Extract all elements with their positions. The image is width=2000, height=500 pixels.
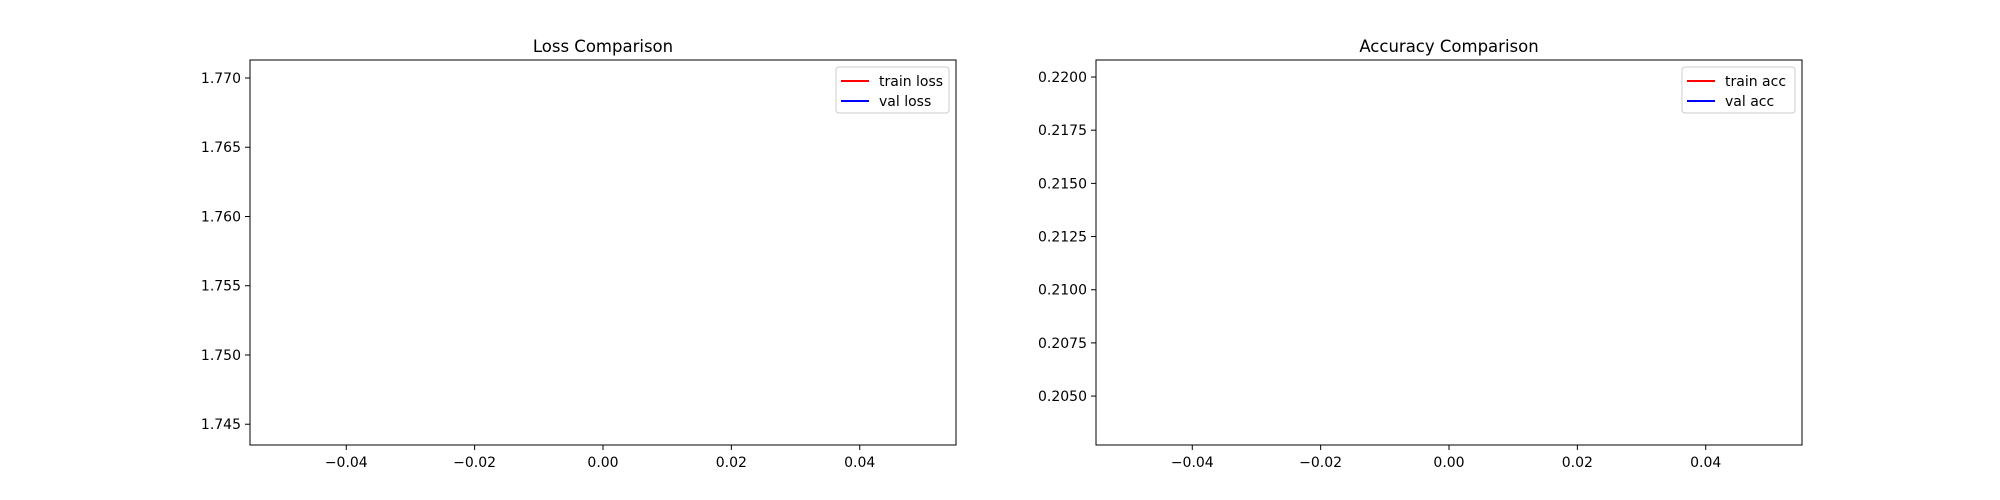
loss-x-tick-label: 0.02: [716, 455, 747, 471]
loss-y-tick-label: 1.745: [201, 417, 241, 433]
accuracy-x-tick-label: 0.00: [1433, 455, 1464, 471]
accuracy-y-tick-label: 0.2175: [1038, 123, 1087, 139]
legend-label-train-acc: train acc: [1725, 74, 1786, 90]
accuracy-y-tick-label: 0.2050: [1038, 389, 1087, 405]
accuracy-y-tick-label: 0.2200: [1038, 70, 1087, 86]
legend-label-train-loss: train loss: [879, 74, 943, 90]
accuracy-chart: Accuracy Comparison −0.04 −0.02 0.00 0.02 0.…: [1038, 37, 1803, 471]
accuracy-y-tick-label: 0.2125: [1038, 230, 1087, 246]
loss-y-tick-label: 1.760: [201, 209, 241, 225]
loss-y-tick-label: 1.755: [201, 279, 241, 295]
loss-y-tick-label: 1.770: [201, 71, 241, 87]
legend-item-train-acc: train acc: [1687, 74, 1786, 90]
loss-y-tick-label: 1.765: [201, 140, 241, 156]
legend-item-val-acc: val acc: [1687, 94, 1774, 110]
accuracy-x-tick-label: 0.02: [1562, 455, 1593, 471]
loss-x-tick-label: 0.04: [844, 455, 875, 471]
loss-y-ticks: 1.745 1.750 1.755 1.760 1.765 1.770: [201, 71, 250, 433]
loss-legend: train loss val loss: [835, 66, 950, 114]
loss-x-tick-label: −0.04: [325, 455, 368, 471]
accuracy-x-ticks: −0.04 −0.02 0.00 0.02 0.04: [1171, 445, 1721, 471]
accuracy-x-tick-label: 0.04: [1690, 455, 1721, 471]
accuracy-y-tick-label: 0.2100: [1038, 283, 1087, 299]
accuracy-x-tick-label: −0.04: [1171, 455, 1214, 471]
loss-chart: Loss Comparison −0.04 −0.02 0.00 0.02 0.04 1…: [201, 37, 957, 471]
loss-chart-title: Loss Comparison: [533, 37, 673, 56]
accuracy-x-tick-label: −0.02: [1299, 455, 1342, 471]
accuracy-y-tick-label: 0.2150: [1038, 176, 1087, 192]
loss-x-tick-label: 0.00: [587, 455, 618, 471]
legend-label-val-acc: val acc: [1725, 94, 1774, 110]
loss-x-tick-label: −0.02: [453, 455, 496, 471]
legend-label-val-loss: val loss: [879, 94, 931, 110]
legend-item-train-loss: train loss: [841, 74, 943, 90]
accuracy-plot-frame: [1095, 59, 1803, 446]
accuracy-legend: train acc val acc: [1681, 66, 1796, 114]
accuracy-y-ticks: 0.2050 0.2075 0.2100 0.2125 0.2150 0.2175 0.22…: [1038, 70, 1096, 405]
loss-plot-frame: [249, 59, 957, 446]
loss-y-tick-label: 1.750: [201, 348, 241, 364]
accuracy-chart-title: Accuracy Comparison: [1359, 37, 1538, 56]
loss-x-ticks: −0.04 −0.02 0.00 0.02 0.04: [325, 445, 875, 471]
legend-item-val-loss: val loss: [841, 94, 931, 110]
accuracy-y-tick-label: 0.2075: [1038, 336, 1087, 352]
